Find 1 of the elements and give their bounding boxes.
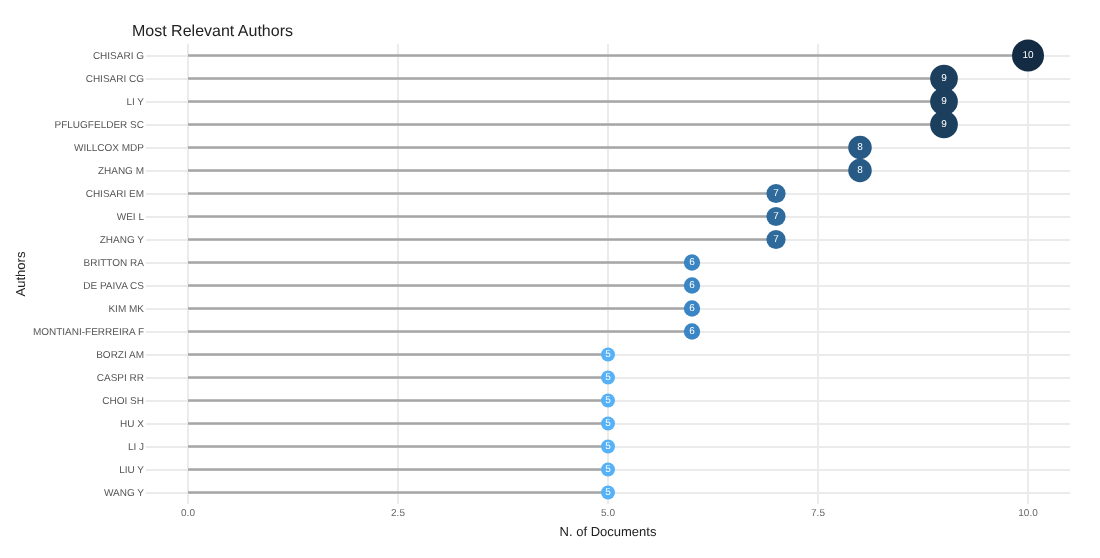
- chart-title: Most Relevant Authors: [132, 22, 293, 41]
